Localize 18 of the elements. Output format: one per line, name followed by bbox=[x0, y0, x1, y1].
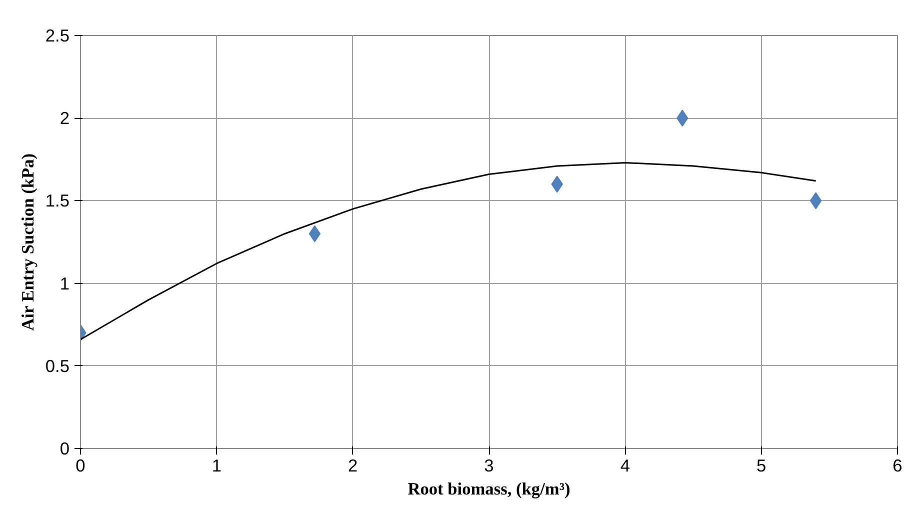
x-tick-label: 3 bbox=[484, 456, 494, 476]
x-tick-label: 1 bbox=[212, 456, 222, 476]
x-tick-label: 5 bbox=[756, 456, 766, 476]
line-series bbox=[80, 162, 817, 340]
point bbox=[810, 192, 822, 210]
y-tick-label: 1.5 bbox=[45, 190, 70, 211]
point bbox=[308, 225, 321, 242]
y-tick-label: 2.5 bbox=[45, 26, 70, 46]
y-tick-label: 0.5 bbox=[45, 356, 70, 376]
x-tick-label: 2 bbox=[348, 456, 358, 476]
x-axis-title: Root biomass, (kg/m³) bbox=[408, 480, 571, 498]
y-axis-title: Air Entry Suction (kPa) bbox=[18, 153, 38, 331]
y-tick-label: 2 bbox=[60, 108, 70, 128]
x-tick-label: 4 bbox=[620, 456, 630, 476]
y-tick-label: 0 bbox=[60, 438, 70, 458]
x-tick-label: 6 bbox=[892, 456, 902, 476]
y-tick-label: 1 bbox=[60, 273, 70, 294]
x-tick-label: 0 bbox=[76, 456, 86, 476]
